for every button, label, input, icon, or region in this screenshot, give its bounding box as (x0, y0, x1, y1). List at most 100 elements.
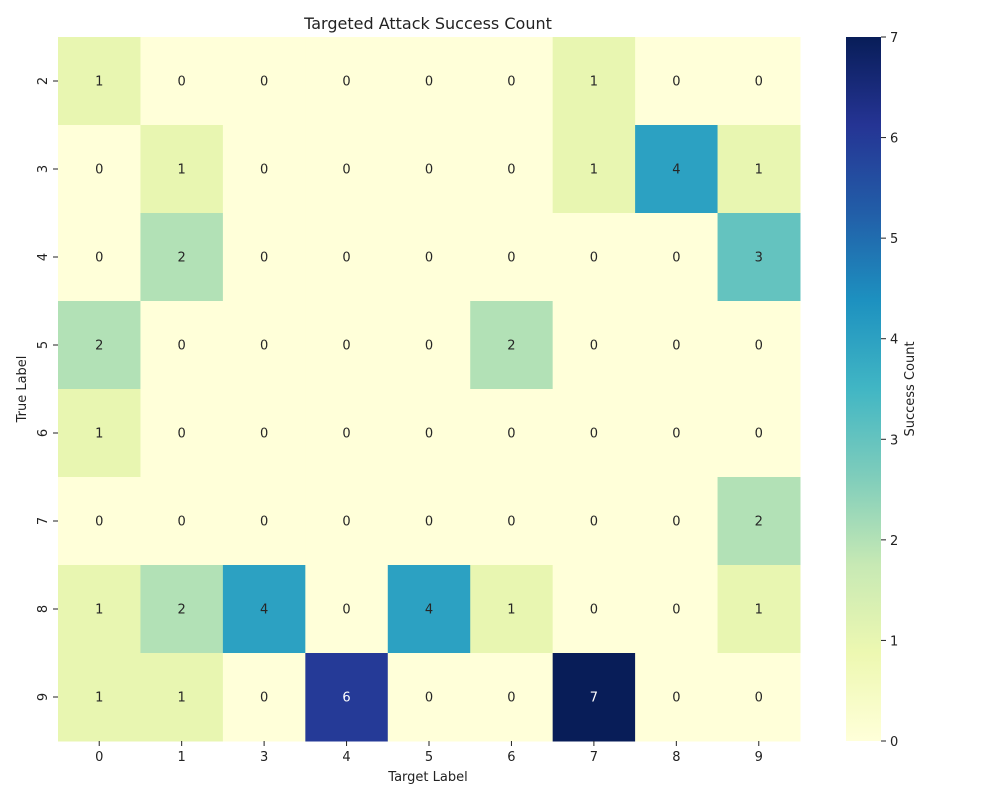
cell-value-label: 1 (755, 163, 763, 178)
x-tick-label: 3 (260, 750, 268, 765)
heatmap-cell (470, 37, 554, 126)
cell-value-label: 0 (178, 515, 186, 530)
cell-value-label: 2 (507, 339, 515, 354)
cell-value-label: 1 (95, 603, 103, 618)
heatmap-cell (387, 653, 471, 742)
cell-value-label: 6 (342, 691, 350, 706)
cell-value-label: 0 (507, 427, 515, 442)
cell-value-label: 1 (507, 603, 515, 618)
cell-value-label: 4 (672, 163, 680, 178)
cell-value-label: 1 (755, 603, 763, 618)
cell-value-label: 0 (260, 427, 268, 442)
cell-value-label: 1 (590, 75, 598, 90)
cell-value-label: 0 (260, 515, 268, 530)
x-tick-label: 1 (178, 750, 186, 765)
heatmap-cell (552, 389, 636, 478)
heatmap-cell (387, 301, 471, 390)
heatmap-cell (305, 477, 389, 566)
x-tick-label: 0 (95, 750, 103, 765)
cell-value-label: 0 (507, 251, 515, 266)
heatmap-cell (58, 477, 141, 566)
heatmap-cell (717, 37, 801, 126)
heatmap-cell (222, 213, 306, 302)
heatmap-cell (635, 125, 719, 214)
heatmap-cell (140, 125, 224, 214)
heatmap-cell (717, 477, 801, 566)
cell-value-label: 0 (178, 339, 186, 354)
heatmap-cell (222, 389, 306, 478)
heatmap-cell (140, 213, 224, 302)
cell-value-label: 0 (672, 427, 680, 442)
heatmap-cell (140, 477, 224, 566)
cell-value-label: 2 (178, 251, 186, 266)
heatmap-cell (635, 213, 719, 302)
cell-value-label: 0 (507, 163, 515, 178)
cell-value-label: 0 (590, 251, 598, 266)
y-tick-label: 2 (36, 77, 51, 85)
cell-value-label: 0 (425, 251, 433, 266)
heatmap-cell (222, 125, 306, 214)
heatmap-cell (470, 477, 554, 566)
cell-value-label: 0 (425, 75, 433, 90)
heatmap-cell (305, 565, 389, 654)
cell-value-label: 0 (425, 339, 433, 354)
cell-value-label: 0 (672, 75, 680, 90)
heatmap-cell (387, 477, 471, 566)
heatmap-cell (552, 301, 636, 390)
colorbar-tick-label: 6 (890, 132, 898, 147)
y-tick-label: 9 (36, 693, 51, 701)
colorbar-tick-label: 2 (890, 534, 898, 549)
heatmap-cell (140, 565, 224, 654)
colorbar-tick-label: 4 (890, 333, 898, 348)
cell-value-label: 0 (755, 427, 763, 442)
cell-value-label: 0 (178, 75, 186, 90)
cell-value-label: 2 (178, 603, 186, 618)
colorbar-tick-label: 5 (890, 232, 898, 247)
cell-value-label: 0 (590, 603, 598, 618)
heatmap-cell (222, 477, 306, 566)
heatmap-cell (58, 213, 141, 302)
cell-value-label: 0 (425, 691, 433, 706)
cell-value-label: 0 (507, 515, 515, 530)
y-tick-label: 4 (36, 253, 51, 261)
cell-value-label: 0 (672, 691, 680, 706)
cell-value-label: 0 (260, 163, 268, 178)
cell-value-label: 0 (342, 603, 350, 618)
cell-value-label: 0 (755, 75, 763, 90)
heatmap-cell (387, 37, 471, 126)
cell-value-label: 0 (672, 339, 680, 354)
colorbar-tick-label: 7 (890, 31, 898, 46)
heatmap-cell (635, 565, 719, 654)
colorbar-tick-label: 1 (890, 634, 898, 649)
cell-value-label: 0 (755, 691, 763, 706)
y-axis-ticks: 2 3 4 5 6 7 8 9 (36, 77, 58, 701)
cell-value-label: 0 (755, 339, 763, 354)
cell-value-label: 0 (95, 163, 103, 178)
heatmap-cell (470, 389, 554, 478)
x-tick-label: 7 (590, 750, 598, 765)
cell-value-label: 1 (178, 163, 186, 178)
heatmap-cell (58, 301, 141, 390)
cell-value-label: 0 (672, 251, 680, 266)
heatmap-cell (470, 565, 554, 654)
heatmap-cell (305, 653, 389, 742)
heatmap-cell (387, 213, 471, 302)
heatmap-cell (58, 37, 141, 126)
heatmap-cell (552, 213, 636, 302)
heatmap-cell (387, 565, 471, 654)
heatmap-cell (635, 653, 719, 742)
cell-value-label: 0 (342, 515, 350, 530)
heatmap-cell (470, 213, 554, 302)
heatmap-cell (222, 653, 306, 742)
cell-value-label: 2 (755, 515, 763, 530)
x-tick-label: 5 (425, 750, 433, 765)
colorbar: 0 1 2 3 4 5 6 7 Success Count (846, 31, 918, 750)
heatmap-cell (717, 389, 801, 478)
heatmap-cell (387, 389, 471, 478)
cell-value-label: 0 (425, 515, 433, 530)
heatmap-cell (635, 37, 719, 126)
cell-value-label: 4 (425, 603, 433, 618)
heatmap-cell (140, 389, 224, 478)
y-tick-label: 6 (36, 429, 51, 437)
